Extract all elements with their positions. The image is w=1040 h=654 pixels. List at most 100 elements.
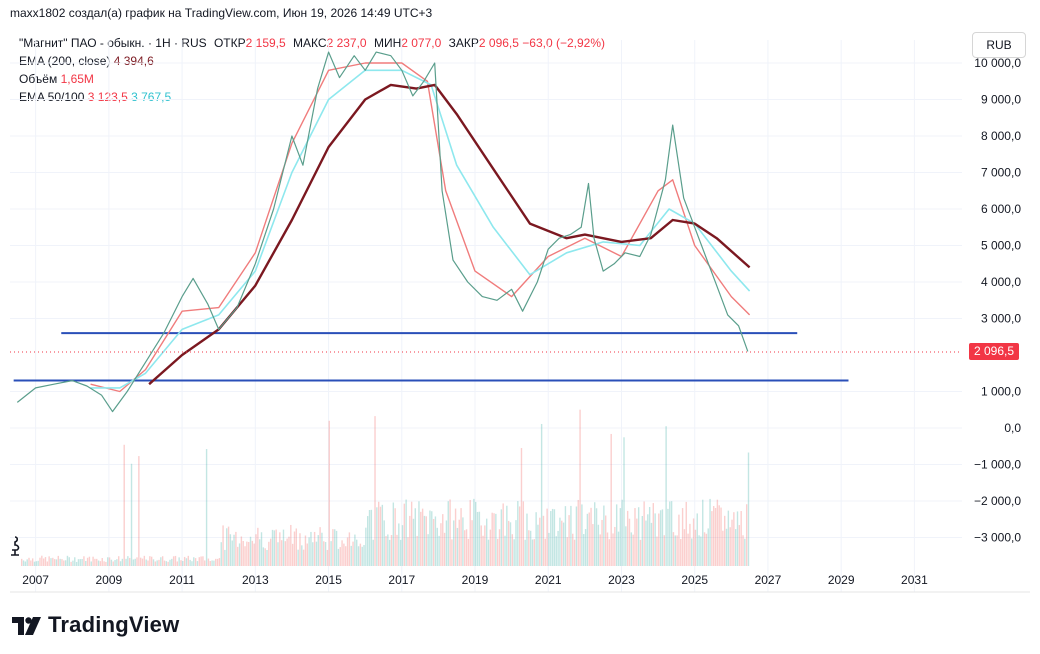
x-tick-label: 2011 xyxy=(169,573,195,587)
volume-bar xyxy=(385,536,387,566)
volume-bar xyxy=(107,557,109,566)
x-axis: 2007 2009 2011 2013 2015 2017 2019 2021 2023 2025… xyxy=(22,573,928,587)
volume-bar xyxy=(246,541,248,566)
legend-ema200-row[interactable]: EMA (200, close) 4 394,6 xyxy=(19,52,605,70)
ema100-value: 3 767,5 xyxy=(131,90,172,104)
volume-bar xyxy=(240,536,243,566)
volume-bar xyxy=(114,560,116,566)
low-label: МИН xyxy=(373,36,402,50)
volume-bar xyxy=(330,541,332,566)
y-tick-label: 6 000,0 xyxy=(981,202,1021,216)
volume-bar xyxy=(205,449,208,566)
volume-bar xyxy=(326,549,329,566)
volume-bar xyxy=(20,558,23,566)
last-price-badge: 2 096,5 xyxy=(969,343,1019,360)
volume-bar xyxy=(570,505,572,566)
volume-bar xyxy=(436,527,438,566)
volume-bar xyxy=(123,444,125,566)
volume-bar xyxy=(559,517,561,566)
ema100-line xyxy=(90,69,751,389)
volume-bar xyxy=(74,557,76,566)
volume-bar xyxy=(202,556,204,566)
volume-bar xyxy=(652,503,654,566)
volume-bar xyxy=(178,557,180,566)
ema50-value: 3 123,5 xyxy=(87,90,128,104)
volume-bar xyxy=(590,507,592,566)
y-tick-label: 4 000,0 xyxy=(981,275,1021,289)
volume-bar xyxy=(489,529,492,566)
volume-bar xyxy=(149,556,151,566)
volume-bar xyxy=(374,416,376,566)
volume-bar xyxy=(471,520,473,566)
legend-symbol-row[interactable]: "Магнит" ПАО - обыкн. · 1Н · RUS ОТКР2 1… xyxy=(19,34,605,52)
volume-bar xyxy=(414,508,416,566)
volume-bar xyxy=(191,561,193,566)
volume-bar xyxy=(603,505,605,566)
volume-bar xyxy=(724,515,726,566)
volume-bar xyxy=(583,534,585,566)
volume-bar xyxy=(416,535,418,566)
volume-bar xyxy=(231,540,233,566)
volume-bar xyxy=(592,524,594,566)
volume-bar xyxy=(733,512,735,566)
volume-bar xyxy=(630,532,633,566)
volume-bar xyxy=(365,527,367,566)
volume-bar xyxy=(507,520,510,566)
volume-bar xyxy=(189,559,191,566)
currency-button[interactable]: RUB xyxy=(972,32,1026,58)
legend-volume-row[interactable]: Объём 1,65M xyxy=(19,70,605,88)
volume-bar xyxy=(718,505,720,566)
chart-caption: maxx1802 создал(а) график на TradingView… xyxy=(10,6,433,20)
volume-bar xyxy=(248,542,250,566)
volume-bar xyxy=(637,507,640,566)
volume-bar xyxy=(55,559,58,566)
volume-bar xyxy=(127,556,129,566)
volume-bars xyxy=(20,409,750,566)
volume-bar xyxy=(586,513,589,566)
volume-bar xyxy=(537,524,539,566)
volume-bar xyxy=(193,557,195,566)
object-tree-icon[interactable] xyxy=(6,534,26,558)
close-label: ЗАКР xyxy=(448,36,479,50)
volume-bar xyxy=(669,501,671,566)
volume-bar xyxy=(623,437,625,566)
volume-bar xyxy=(407,537,409,566)
volume-bar xyxy=(621,499,623,566)
volume-bar xyxy=(605,515,607,566)
volume-bar xyxy=(96,558,98,566)
volume-bar xyxy=(553,509,556,566)
tradingview-brand[interactable]: TradingView xyxy=(12,612,179,638)
volume-bar xyxy=(211,560,213,566)
volume-bar xyxy=(313,531,316,566)
volume-bar xyxy=(237,546,239,566)
volume-bar xyxy=(134,558,136,566)
volume-bar xyxy=(244,546,246,566)
ema200-value: 4 394,6 xyxy=(113,54,154,68)
volume-bar xyxy=(493,513,495,566)
volume-bar xyxy=(568,515,570,566)
volume-bar xyxy=(496,538,499,566)
volume-bar xyxy=(251,540,254,566)
volume-bar xyxy=(260,532,263,566)
volume-bar xyxy=(290,524,292,566)
volume-bar xyxy=(557,530,559,566)
volume-bar xyxy=(339,547,341,566)
volume-bar xyxy=(529,530,532,566)
volume-bar xyxy=(165,561,168,566)
volume-bar xyxy=(548,532,550,566)
volume-bar xyxy=(297,549,299,566)
volume-bar xyxy=(432,518,435,566)
volume-bar xyxy=(533,539,535,566)
volume-bar xyxy=(253,543,255,566)
volume-bar xyxy=(475,501,477,566)
volume-bar xyxy=(83,556,85,566)
volume-bar xyxy=(680,539,682,566)
volume-bar xyxy=(176,561,178,566)
volume-bar xyxy=(324,542,327,566)
volume-bar xyxy=(647,514,649,566)
volume-bar xyxy=(357,546,360,566)
volume-bar xyxy=(242,540,244,566)
volume-bar xyxy=(476,511,479,566)
volume-bar xyxy=(625,526,627,566)
